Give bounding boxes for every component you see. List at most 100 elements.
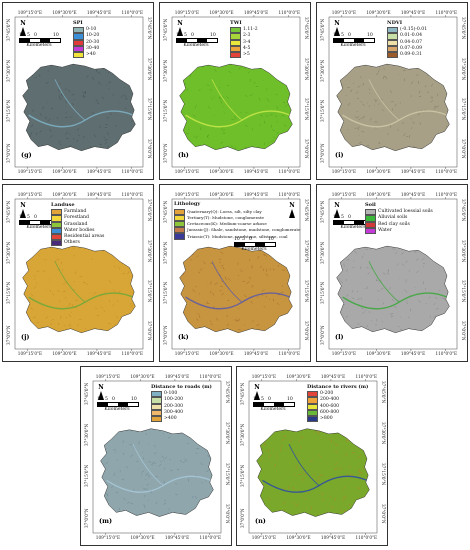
legend-swatch [230, 27, 241, 34]
legend-label: (-0.15)-0.01 [400, 27, 428, 33]
legend-label: Jurassic(J): Shale, sandstone, mudstone,… [187, 227, 301, 233]
legend: Distance to rivers (m) 0-200 200-400 400-60… [307, 384, 369, 423]
legend-swatch [151, 403, 162, 410]
legend-label: 400-600 [320, 403, 340, 409]
study-area [179, 245, 293, 334]
lon-tick-top: 109°45'0"E [400, 192, 426, 197]
scale-unit: Kilometers [183, 43, 209, 48]
legend-swatch [73, 27, 84, 34]
legend-label: Cretaceous(K): Medium-coarse arkose [187, 221, 267, 227]
legend-item: 10-20 [73, 33, 99, 40]
legend-label: 0.09-0.31 [400, 52, 423, 58]
legend-swatch [151, 391, 162, 398]
lon-tick-top: 109°15'0"E [331, 10, 357, 15]
north-label: N [20, 20, 26, 27]
legend: TWI 1.11-2 2-3 3-4 4-5 >5 [230, 20, 258, 59]
legend-swatch [307, 397, 318, 404]
north-label: N [254, 384, 260, 391]
lat-tick-left: 37°0'0"N [163, 143, 168, 163]
lon-tick-bottom: 109°30'0"E [366, 169, 391, 174]
scale-num: 10 [19, 33, 25, 38]
lat-tick-right: 37°0'0"N [461, 320, 466, 341]
lat-tick-right: 37°15'0"N [381, 463, 386, 486]
legend-item: Others [51, 240, 104, 247]
legend-label: 30-40 [86, 45, 100, 51]
legend-item: 0-10 [73, 27, 99, 34]
scale-num: 5 [184, 33, 187, 38]
legend-label: Triassic(T): Mudstone, sandstone, siltst… [187, 233, 288, 239]
lon-tick-bottom: 110°0'0"E [199, 535, 222, 540]
lat-tick-right: 37°30'0"N [147, 57, 152, 80]
legend-item: >800 [307, 416, 368, 423]
lon-tick-bottom: 109°45'0"E [243, 351, 269, 356]
scale-num: 10 [131, 397, 137, 402]
north-arrow-icon: N [253, 384, 261, 400]
legend-swatch [174, 233, 185, 240]
legend-label: Forestland [64, 215, 89, 221]
legend-item: Red clay soils [365, 221, 433, 228]
lat-tick-left: 37°45'0"N [320, 18, 325, 41]
legend-swatch [73, 45, 84, 52]
legend-label: 4-5 [243, 45, 251, 51]
legend-title: Lithology [174, 201, 201, 207]
lon-tick-top: 109°30'0"E [52, 10, 77, 15]
scale-num: 5 [242, 237, 245, 242]
north-arrow-icon: N [288, 202, 296, 218]
lat-tick-right: 37°45'0"N [225, 381, 230, 404]
lon-tick-top: 109°30'0"E [366, 192, 391, 197]
lon-tick-bottom: 109°15'0"E [17, 351, 43, 356]
lon-tick-top: 109°45'0"E [164, 374, 190, 379]
lon-tick-bottom: 110°0'0"E [435, 169, 458, 174]
panel-label: (k) [178, 333, 189, 341]
lat-tick-left: 37°0'0"N [84, 508, 89, 529]
legend-swatch [51, 227, 62, 234]
legend-item: 4-5 [230, 45, 258, 52]
lon-tick-top: 109°30'0"E [130, 374, 155, 379]
scale-num: 5 [341, 33, 344, 38]
legend-item: Alluvial soils [365, 215, 433, 222]
north-label: N [334, 202, 340, 209]
lat-tick-left: 37°45'0"N [6, 18, 11, 41]
legend-label: 0.04-0.07 [400, 39, 423, 45]
legend-swatch [73, 39, 84, 46]
lon-tick-bottom: 109°45'0"E [86, 351, 112, 356]
legend-swatch [365, 221, 376, 228]
legend-title: SPI [73, 20, 83, 26]
map-panel-h: 109°15'0"E 109°15'0"E 109°30'0"E 109°30'0"E… [159, 2, 311, 180]
lat-tick-left: 37°45'0"N [320, 200, 325, 223]
legend-item: >5 [230, 52, 258, 59]
north-label: N [177, 20, 183, 27]
legend-swatch [365, 215, 376, 222]
lat-tick-left: 37°15'0"N [240, 465, 245, 488]
scale-num: 0 [348, 33, 351, 38]
legend-label: 2-3 [243, 33, 251, 39]
legend-swatch [365, 227, 376, 234]
legend-label: 1.11-2 [243, 27, 258, 33]
map-i [328, 15, 458, 169]
legend-swatch [51, 234, 62, 241]
scale-num: 10 [234, 237, 240, 242]
study-area [100, 428, 214, 517]
lat-tick-right: 37°15'0"N [304, 280, 309, 303]
lon-tick-bottom: 109°15'0"E [331, 351, 357, 356]
lat-tick-right: 37°0'0"N [461, 138, 466, 159]
lon-tick-top: 109°15'0"E [174, 192, 200, 197]
north-arrow-icon: N [19, 20, 27, 36]
study-area [179, 63, 293, 152]
legend-label: 0-100 [164, 391, 178, 397]
panel-label: (n) [255, 517, 266, 525]
lon-tick-bottom: 110°0'0"E [355, 535, 378, 540]
legend-title: Distance to rivers (m) [307, 384, 369, 390]
legend-label: 100-200 [164, 397, 184, 403]
legend: Soil Cultivated loessial soils Alluvial so… [365, 202, 433, 234]
legend-swatch [51, 215, 62, 222]
lon-tick-bottom: 109°45'0"E [164, 535, 190, 540]
lat-tick-left: 37°30'0"N [84, 424, 89, 447]
legend-item: Cultivated loessial soils [365, 209, 433, 216]
legend-item: Forestland [51, 215, 104, 222]
lon-tick-top: 109°15'0"E [95, 374, 121, 379]
legend-title: Distance to roads (m) [151, 384, 212, 390]
